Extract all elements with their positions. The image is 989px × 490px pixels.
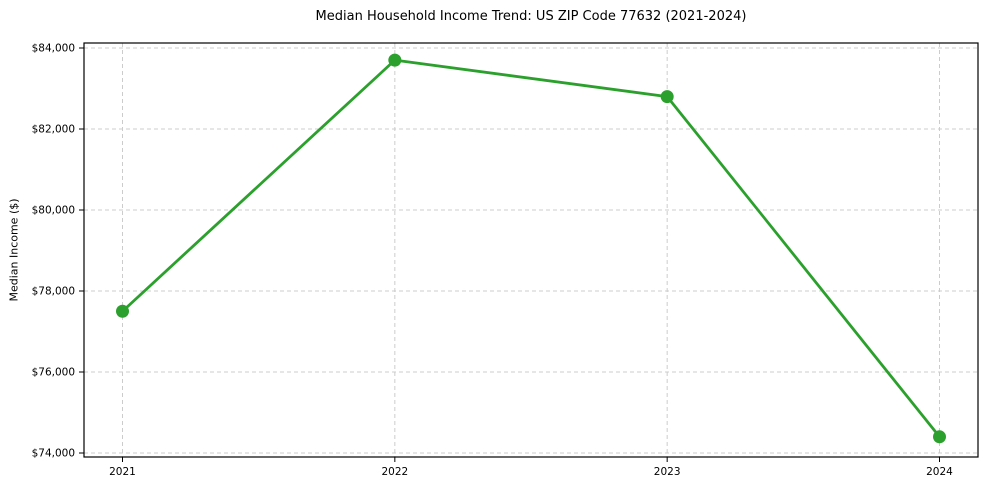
y-tick-label: $74,000 [32, 448, 75, 460]
data-point-2024 [933, 430, 946, 444]
data-point-2022 [388, 53, 402, 67]
y-tick-label: $80,000 [32, 205, 75, 217]
chart-title: Median Household Income Trend: US ZIP Co… [315, 9, 747, 24]
trend-line [121, 58, 941, 439]
data-point-2023 [660, 90, 674, 104]
y-tick-label: $76,000 [32, 367, 75, 379]
x-tick-label: 2023 [654, 466, 681, 478]
plot-background [84, 43, 978, 457]
plot-border [83, 42, 979, 458]
y-tick-label: $84,000 [32, 43, 75, 55]
x-tick-label: 2022 [381, 466, 408, 478]
y-tick-label: $82,000 [32, 124, 75, 136]
y-tick-label: $78,000 [32, 286, 75, 298]
x-tick-label: 2021 [109, 466, 136, 478]
x-tick-label: 2024 [926, 466, 953, 478]
data-point-2021 [116, 304, 129, 318]
